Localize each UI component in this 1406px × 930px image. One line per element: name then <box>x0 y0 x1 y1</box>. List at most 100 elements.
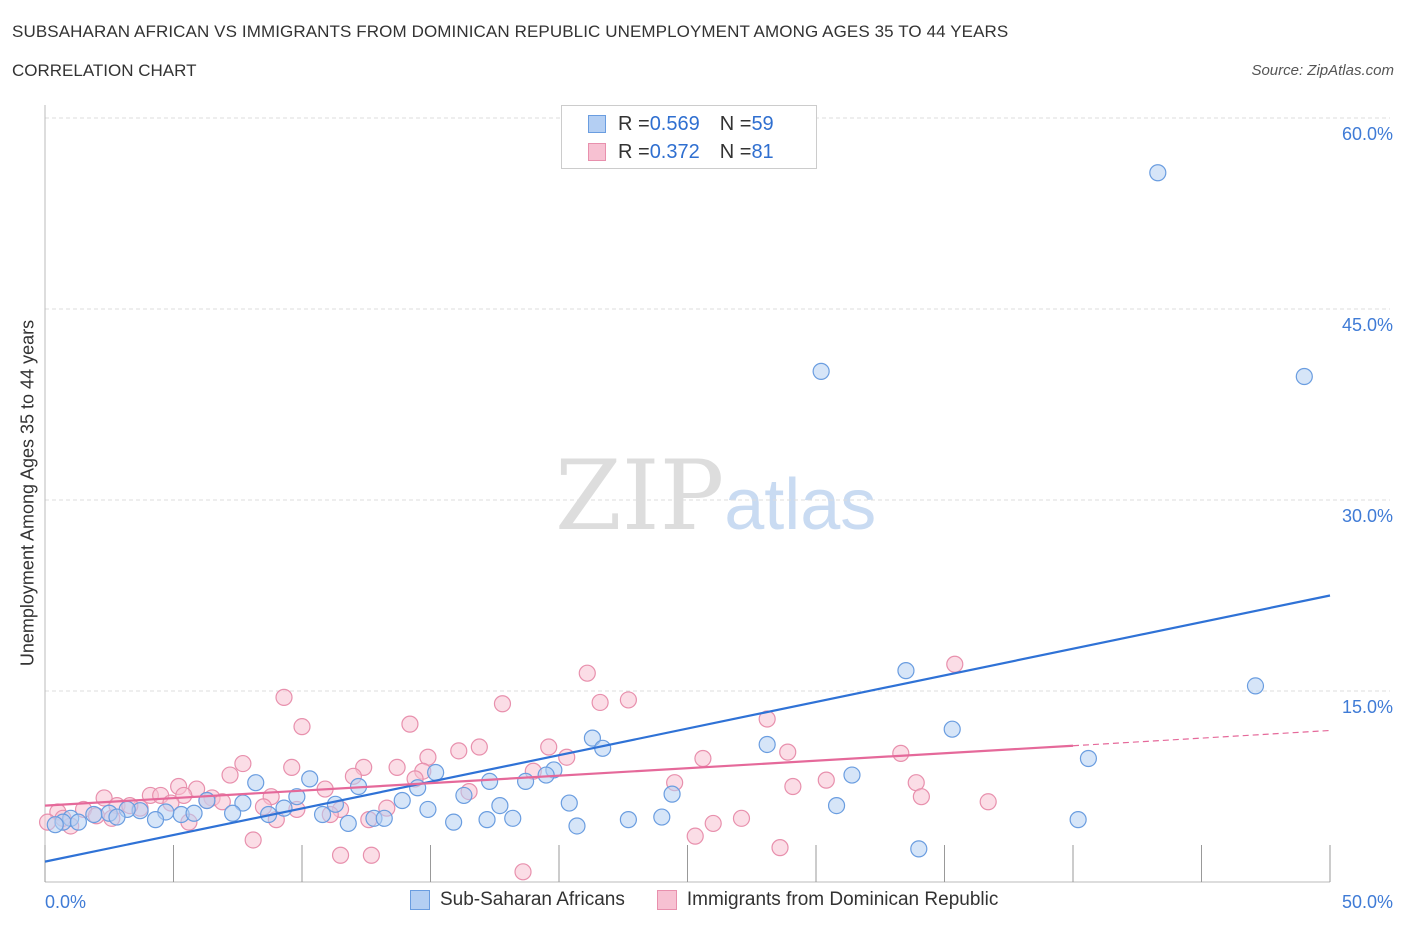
blue-point <box>910 840 928 858</box>
blue-point <box>393 791 411 810</box>
pink-point <box>946 655 964 673</box>
blue-point <box>758 735 776 754</box>
blue-point <box>843 766 861 784</box>
pink-point <box>283 758 301 777</box>
blue-point <box>108 808 126 826</box>
pink-trend-line <box>44 744 1074 807</box>
pink-swatch <box>656 890 677 910</box>
blue-point <box>146 811 165 829</box>
blue-point <box>516 772 535 791</box>
blue-point <box>827 796 846 815</box>
blue-point <box>1079 749 1098 768</box>
blue-point <box>1295 367 1313 386</box>
blue-point <box>69 813 88 831</box>
blue-trend-line <box>44 594 1331 863</box>
blue-point <box>812 362 830 380</box>
pink-point <box>732 809 751 827</box>
blue-point <box>560 794 578 812</box>
pink-point <box>817 771 835 789</box>
pink-point <box>234 754 252 773</box>
x-tick-label: 50.0% <box>1342 892 1393 912</box>
legend-item-dominican: Immigrants from Dominican Republic <box>686 889 999 910</box>
blue-point <box>288 788 306 806</box>
source-label: Source: ZipAtlas.com <box>1251 62 1394 79</box>
r-label: R = <box>618 140 650 163</box>
y-tick-label: 30.0% <box>1342 506 1393 526</box>
pink-point <box>331 846 350 864</box>
pink-point <box>540 738 558 756</box>
pink-point <box>686 827 704 845</box>
blue-point <box>478 811 496 829</box>
pink-point <box>784 777 802 796</box>
pink-point <box>979 793 997 811</box>
blue-point <box>46 816 64 834</box>
watermark-atlas: atlas <box>724 465 877 545</box>
blue-swatch <box>588 115 606 133</box>
blue-point <box>85 805 103 824</box>
pink-trend-extension <box>1072 729 1331 747</box>
chart-subtitle: CORRELATION CHART <box>12 61 197 80</box>
legend-row-blue: R = 0.569 N = 59 <box>588 111 774 137</box>
pink-point <box>450 742 468 760</box>
pink-point <box>578 664 596 682</box>
pink-point <box>388 758 406 777</box>
pink-point <box>293 718 311 736</box>
pink-point <box>493 695 512 713</box>
pink-point <box>362 846 380 864</box>
pink-point <box>619 691 637 709</box>
chart-title: SUBSAHARAN AFRICAN VS IMMIGRANTS FROM DO… <box>12 22 1009 41</box>
pink-point <box>892 744 910 762</box>
blue-point <box>583 729 602 747</box>
blue-point <box>663 785 681 803</box>
pink-point <box>779 743 797 761</box>
pink-swatch <box>588 143 606 161</box>
blue-point <box>427 763 445 782</box>
blue-point <box>1069 811 1087 829</box>
blue-point <box>301 770 319 788</box>
legend-row-pink: R = 0.372 N = 81 <box>588 139 774 165</box>
blue-point <box>504 809 522 827</box>
n-label: N = <box>719 112 752 135</box>
blue-point <box>653 808 671 826</box>
pink-point <box>275 688 293 706</box>
blue-point <box>481 772 499 791</box>
pink-point <box>694 749 712 768</box>
n-value: 81 <box>751 140 774 163</box>
x-tick-label: 0.0% <box>45 892 86 912</box>
blue-point <box>224 804 242 822</box>
blue-point <box>455 786 473 805</box>
pink-point <box>591 693 609 712</box>
pink-point <box>514 863 532 881</box>
pink-point <box>175 786 193 805</box>
correlation-legend: R = 0.569 N = 59 R = 0.372 N = 81 <box>561 105 817 169</box>
n-value: 59 <box>751 112 774 135</box>
pink-point <box>912 788 930 806</box>
blue-point <box>619 811 637 829</box>
r-value: 0.569 <box>649 112 700 135</box>
watermark-zip: ZIP <box>555 440 725 552</box>
y-tick-label: 15.0% <box>1342 697 1393 717</box>
blue-point <box>897 662 915 680</box>
legend-item-sub-saharan: Sub-Saharan Africans <box>440 889 625 910</box>
series-legend: Sub-Saharan Africans Immigrants from Dom… <box>410 889 998 911</box>
watermark: ZIPatlas <box>555 440 876 552</box>
blue-point <box>185 804 203 822</box>
blue-point <box>943 720 961 738</box>
blue-point <box>1246 677 1265 695</box>
y-axis-label: Unemployment Among Ages 35 to 44 years <box>17 319 38 667</box>
y-tick-label: 60.0% <box>1342 124 1393 144</box>
r-label: R = <box>618 112 650 135</box>
blue-point <box>247 774 265 792</box>
r-value: 0.372 <box>649 140 700 163</box>
pink-point <box>470 738 488 756</box>
pink-point <box>401 715 419 733</box>
blue-point <box>1149 164 1167 182</box>
blue-point <box>568 817 586 835</box>
blue-point <box>419 800 437 819</box>
pink-point <box>771 839 789 857</box>
pink-point <box>244 831 262 849</box>
pink-point <box>221 766 239 784</box>
blue-swatch <box>410 890 430 910</box>
blue-point <box>313 805 332 824</box>
